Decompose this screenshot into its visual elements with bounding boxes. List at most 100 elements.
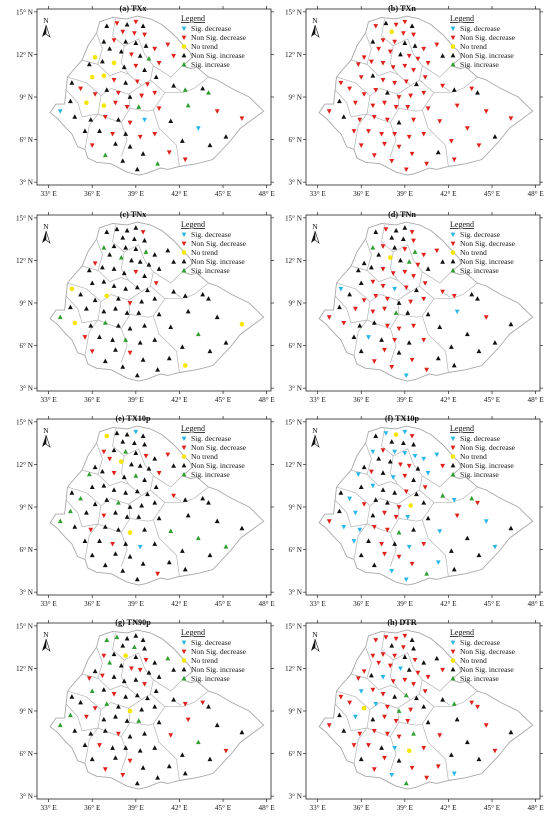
station-marker-nonsig_inc <box>392 245 398 250</box>
country-boundary <box>49 221 265 382</box>
station-marker-nonsig_dec <box>143 657 149 663</box>
station-marker-nonsig_inc <box>469 291 475 297</box>
legend-item-label: Sig. decrease <box>191 638 232 647</box>
map-frame <box>305 622 541 800</box>
north-arrow-icon <box>42 231 46 243</box>
station-marker-nonsig_inc <box>393 227 399 233</box>
station-marker-sig_inc <box>136 718 142 723</box>
station-marker-sig_inc <box>411 731 416 736</box>
x-tick-label: 39° E <box>128 396 145 404</box>
station-marker-nonsig_inc <box>120 439 126 444</box>
station-marker-nonsig_dec <box>370 653 376 659</box>
station-marker-nonsig_dec <box>396 734 402 740</box>
station-marker-nonsig_dec <box>347 700 353 706</box>
station-marker-nonsig_inc <box>425 515 431 521</box>
x-tick-label: 36° E <box>84 804 101 812</box>
region-boundary <box>381 632 411 700</box>
station-marker-nonsig_inc <box>92 501 98 507</box>
station-marker-nonsig_inc <box>389 643 395 648</box>
y-tick-label: 6° N <box>289 750 303 758</box>
station-marker-nonsig_inc <box>396 119 402 125</box>
station-marker-nonsig_dec <box>182 701 188 707</box>
x-tick-label: 33° E <box>310 190 327 198</box>
station-marker-nonsig_dec <box>415 56 421 62</box>
y-tick-label: 9° N <box>289 94 303 102</box>
country-boundary <box>318 425 534 586</box>
station-marker-nonsig_inc <box>110 745 115 750</box>
y-tick-label: 6° N <box>20 546 34 554</box>
station-marker-sig_dec <box>137 544 143 550</box>
legend-item-label: Non Sig. decrease <box>460 647 516 656</box>
legend-item-label: Sig. increase <box>191 470 230 479</box>
station-marker-nonsig_dec <box>402 473 408 479</box>
station-marker-nonsig_inc <box>142 477 147 482</box>
station-marker-sig_dec <box>389 772 395 778</box>
station-marker-nonsig_inc <box>166 559 172 565</box>
y-tick-label: 3° N <box>20 793 34 801</box>
x-tick-label: 42° E <box>171 190 188 198</box>
y-tick-label: 15° N <box>285 622 303 630</box>
station-marker-nonsig_dec <box>370 687 376 693</box>
station-marker-nonsig_inc <box>97 334 102 339</box>
station-marker-nonsig_dec <box>371 728 377 734</box>
station-marker-sig_inc <box>86 471 92 477</box>
station-marker-nonsig_dec <box>396 144 402 150</box>
x-tick-label: 36° E <box>353 600 370 608</box>
station-marker-nonsig_inc <box>142 237 147 243</box>
station-marker-nonsig_inc <box>142 645 147 651</box>
station-marker-no_trend <box>181 658 187 663</box>
region-boundary <box>351 238 372 271</box>
x-tick-label: 48° E <box>259 804 276 812</box>
x-tick-label: 33° E <box>41 600 58 608</box>
y-tick-label: 12° N <box>285 461 303 469</box>
y-tick-label: 15° N <box>285 8 303 16</box>
station-marker-nonsig_dec <box>120 772 126 778</box>
station-marker-sig_dec <box>181 640 187 646</box>
legend-item-label: Non Sig. decrease <box>191 443 247 452</box>
station-marker-nonsig_inc <box>134 284 140 290</box>
north-arrow-icon <box>314 638 320 652</box>
x-tick-label: 48° E <box>528 190 545 198</box>
station-marker-nonsig_dec <box>483 315 489 320</box>
station-marker-nonsig_dec <box>403 489 409 495</box>
station-marker-nonsig_dec <box>411 274 416 279</box>
station-marker-nonsig_inc <box>72 524 78 529</box>
y-tick-label: 12° N <box>16 461 34 469</box>
station-marker-nonsig_dec <box>389 158 395 164</box>
station-marker-nonsig_inc <box>376 456 382 461</box>
x-tick-label: 36° E <box>84 190 101 198</box>
legend-item-label: Sig. increase <box>191 60 230 69</box>
station-marker-sig_inc <box>424 571 430 576</box>
station-marker-nonsig_inc <box>434 655 440 661</box>
y-tick-label: 6° N <box>20 136 34 144</box>
region-boundary <box>422 679 452 692</box>
x-tick-label: 45° E <box>484 190 501 198</box>
station-marker-nonsig_inc <box>398 257 403 263</box>
station-marker-nonsig_dec <box>402 19 408 25</box>
station-marker-sig_dec <box>181 232 187 238</box>
region-boundary <box>422 65 452 78</box>
station-marker-nonsig_inc <box>411 477 416 482</box>
station-marker-sig_dec <box>181 436 187 442</box>
legend-item-label: Non Sig. increase <box>191 257 245 266</box>
station-marker-nonsig_inc <box>129 257 134 263</box>
region-boundary <box>112 224 142 292</box>
station-marker-nonsig_inc <box>152 660 158 665</box>
station-marker-nonsig_inc <box>448 344 454 349</box>
y-tick-label: 9° N <box>20 300 34 308</box>
station-marker-nonsig_inc <box>476 756 482 762</box>
station-marker-nonsig_inc <box>123 80 129 85</box>
station-marker-nonsig_inc <box>396 350 402 355</box>
station-marker-nonsig_inc <box>171 83 177 88</box>
station-marker-nonsig_inc <box>448 548 454 553</box>
station-marker-no_trend <box>182 363 188 368</box>
region-boundary <box>97 678 129 691</box>
station-marker-nonsig_inc <box>387 458 393 464</box>
station-marker-nonsig_dec <box>400 645 406 650</box>
station-marker-sig_inc <box>450 471 456 477</box>
station-marker-nonsig_inc <box>140 357 146 362</box>
station-marker-nonsig_dec <box>384 117 390 123</box>
station-marker-no_trend <box>101 73 107 79</box>
station-marker-nonsig_inc <box>181 462 187 468</box>
station-marker-sig_dec <box>370 483 376 489</box>
